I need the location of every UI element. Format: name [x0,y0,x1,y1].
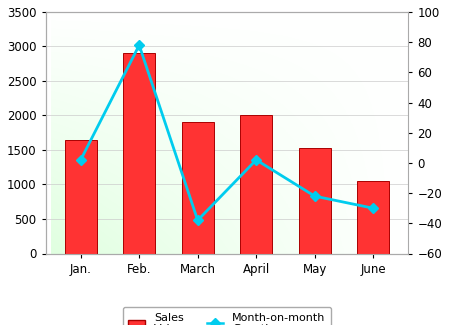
Bar [123,53,155,254]
Legend: Sales
Volume, Month-on-month
Growth: Sales Volume, Month-on-month Growth [123,307,331,325]
Bar [240,115,272,254]
Bar [65,140,97,254]
Bar [181,123,214,254]
Bar [357,181,389,254]
Bar [299,148,331,254]
